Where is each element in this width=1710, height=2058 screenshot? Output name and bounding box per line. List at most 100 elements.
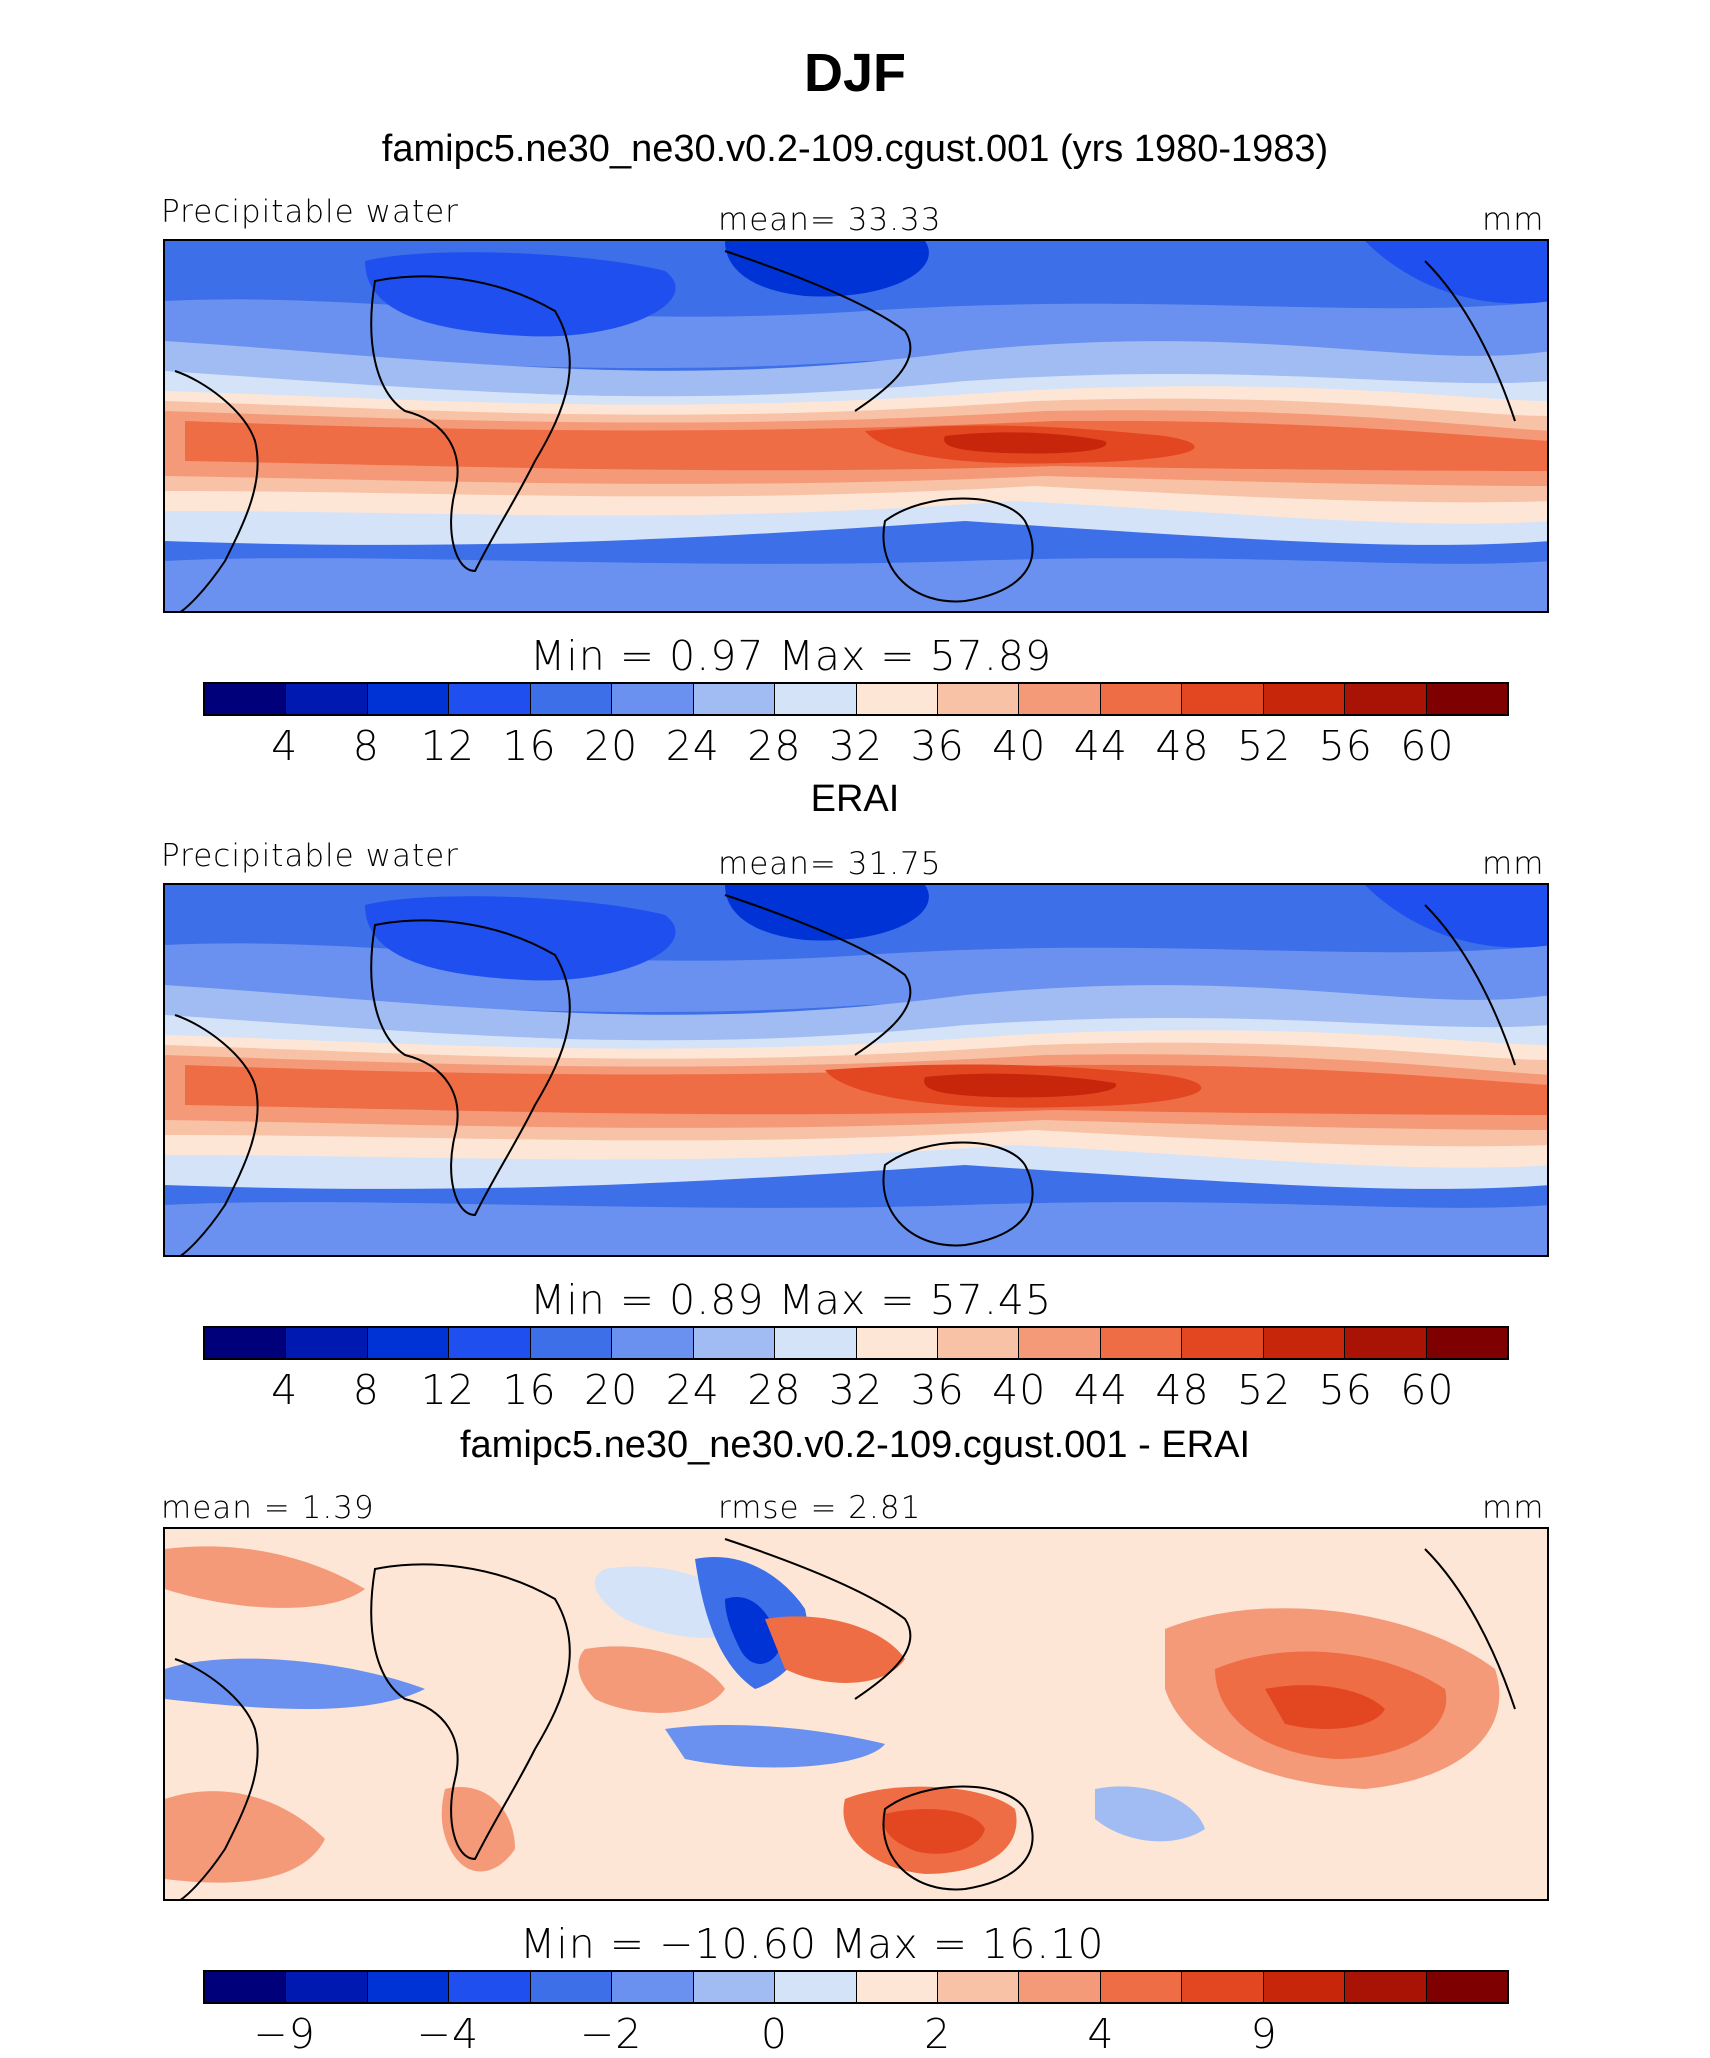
colorbar-swatch [693, 1972, 776, 2002]
colorbar-swatch [1426, 684, 1507, 714]
colorbar-tick-label: 44 [1073, 1366, 1128, 1414]
colorbar-tick-label: 24 [665, 1366, 720, 1414]
anom-indochina-dry [725, 1597, 780, 1664]
figure-title: DJF [803, 43, 906, 103]
colorbar-swatch [449, 1328, 531, 1358]
colorbar-tick-label: 2 [924, 2010, 952, 2058]
colorbar-tick-label: 60 [1400, 1366, 1455, 1414]
coast-africa [370, 1563, 571, 1861]
anom-n-atlantic [165, 1546, 365, 1608]
colorbar-swatch [612, 1972, 694, 2002]
coast-south-america [174, 1014, 259, 1255]
anom-s-pacific-dry [1095, 1786, 1205, 1842]
colorbar-tick-label: 4 [271, 722, 299, 770]
warm-pool-peak [944, 432, 1107, 454]
colorbar-tick-label: 20 [584, 722, 639, 770]
panel-model-unit-label: mm [1482, 202, 1545, 238]
colorbar-swatch [612, 684, 694, 714]
anom-s-america-wet [165, 1791, 325, 1883]
coast-south-america [174, 370, 259, 611]
colorbar-swatch [856, 684, 938, 714]
coast-africa [370, 919, 571, 1217]
panel-diff-unit-label: mm [1482, 1490, 1545, 1526]
colorbar-tick-label: 8 [352, 722, 380, 770]
colorbar-swatch [775, 1972, 857, 2002]
warm-pool-peak [924, 1073, 1117, 1098]
panel-diff-mean-label: mean = 1.39 [161, 1490, 375, 1526]
colorbar-tick-label: 32 [828, 1366, 884, 1414]
colorbar-swatch [530, 684, 613, 714]
colorbar-tick-label: 4 [271, 1366, 299, 1414]
colorbar-swatch [1345, 684, 1427, 714]
colorbar-tick-label: 56 [1318, 722, 1373, 770]
colorbar-swatch [856, 1328, 938, 1358]
band-mid-south [165, 558, 1547, 611]
panel-diff-map [163, 1527, 1549, 1901]
colorbar-tick-label: 60 [1400, 722, 1455, 770]
dry-asia [725, 241, 929, 297]
panel-obs-heading: ERAI [810, 778, 900, 820]
colorbar-tick-label: 32 [828, 722, 884, 770]
colorbar-swatch [693, 684, 776, 714]
colorbar-swatch [1263, 684, 1346, 714]
coast-central-america [1424, 904, 1516, 1066]
colorbar-tick-label: 36 [910, 722, 965, 770]
coast-australia [882, 497, 1034, 603]
colorbar-swatch [1100, 1328, 1183, 1358]
panel-diff-minmax: Min = −10.60 Max = 16.10 [520, 1920, 1105, 1968]
colorbar-tick-label: 16 [502, 1366, 557, 1414]
colorbar-swatch [449, 684, 531, 714]
colorbar-swatch [1345, 1972, 1427, 2002]
panel-model-minmax: Min = 0.97 Max = 57.89 [530, 632, 1053, 680]
panel-diff-rmse-label: rmse = 2.81 [718, 1490, 922, 1526]
coast-south-america [174, 1658, 259, 1899]
panel-obs-map [163, 883, 1549, 1257]
panel-obs-minmax: Min = 0.89 Max = 57.45 [530, 1276, 1053, 1324]
colorbar-tick-label: −2 [579, 2010, 643, 2058]
colorbar-swatch [286, 1328, 368, 1358]
colorbar-swatch [1263, 1972, 1346, 2002]
colorbar-swatch [612, 1328, 694, 1358]
colorbar-swatch [1019, 1328, 1101, 1358]
colorbar-tick-label: 48 [1155, 1366, 1210, 1414]
colorbar-swatch [449, 1972, 531, 2002]
colorbar-swatch [1182, 684, 1264, 714]
colorbar-swatch [1182, 1972, 1264, 2002]
coast-central-america [1424, 260, 1516, 422]
colorbar-swatch [286, 1972, 368, 2002]
colorbar-swatch [937, 684, 1020, 714]
diff-contour-field [165, 1529, 1547, 1899]
colorbar-swatch [775, 684, 857, 714]
colorbar-swatch [1426, 1972, 1507, 2002]
colorbar-swatch [530, 1972, 613, 2002]
colorbar-swatch [1100, 684, 1183, 714]
panel-model-map [163, 239, 1549, 613]
panel-obs-mean-label: mean= 31.75 [718, 846, 942, 882]
panel-model-colorbar [203, 682, 1509, 716]
colorbar-tick-label: 52 [1237, 722, 1292, 770]
coast-africa [370, 275, 571, 573]
colorbar-swatch [856, 1972, 938, 2002]
colorbar-tick-label: 36 [910, 1366, 965, 1414]
coast-asia [724, 250, 912, 412]
anom-tropical-atlantic-dry [165, 1658, 425, 1709]
colorbar-swatch [1426, 1328, 1507, 1358]
colorbar-swatch [937, 1328, 1020, 1358]
colorbar-swatch [1019, 1972, 1101, 2002]
coast-australia [882, 1141, 1034, 1247]
band-tropics-3 [185, 420, 1547, 471]
panel-obs-variable-label: Precipitable water [161, 838, 459, 874]
colorbar-tick-label: 8 [352, 1366, 380, 1414]
colorbar-swatch [1019, 684, 1101, 714]
colorbar-tick-label: 4 [1087, 2010, 1115, 2058]
colorbar-tick-label: 20 [584, 1366, 639, 1414]
colorbar-tick-label: 9 [1250, 2010, 1278, 2058]
colorbar-swatch [1182, 1328, 1264, 1358]
coast-asia [724, 894, 912, 1056]
colorbar-swatch [1100, 1972, 1183, 2002]
panel-diff-heading: famipc5.ne30_ne30.v0.2-109.cgust.001 - E… [459, 1424, 1251, 1466]
colorbar-tick-label: 12 [420, 1366, 475, 1414]
colorbar-tick-label: 48 [1155, 722, 1210, 770]
panel-model-variable-label: Precipitable water [161, 194, 459, 230]
colorbar-swatch [367, 1328, 450, 1358]
